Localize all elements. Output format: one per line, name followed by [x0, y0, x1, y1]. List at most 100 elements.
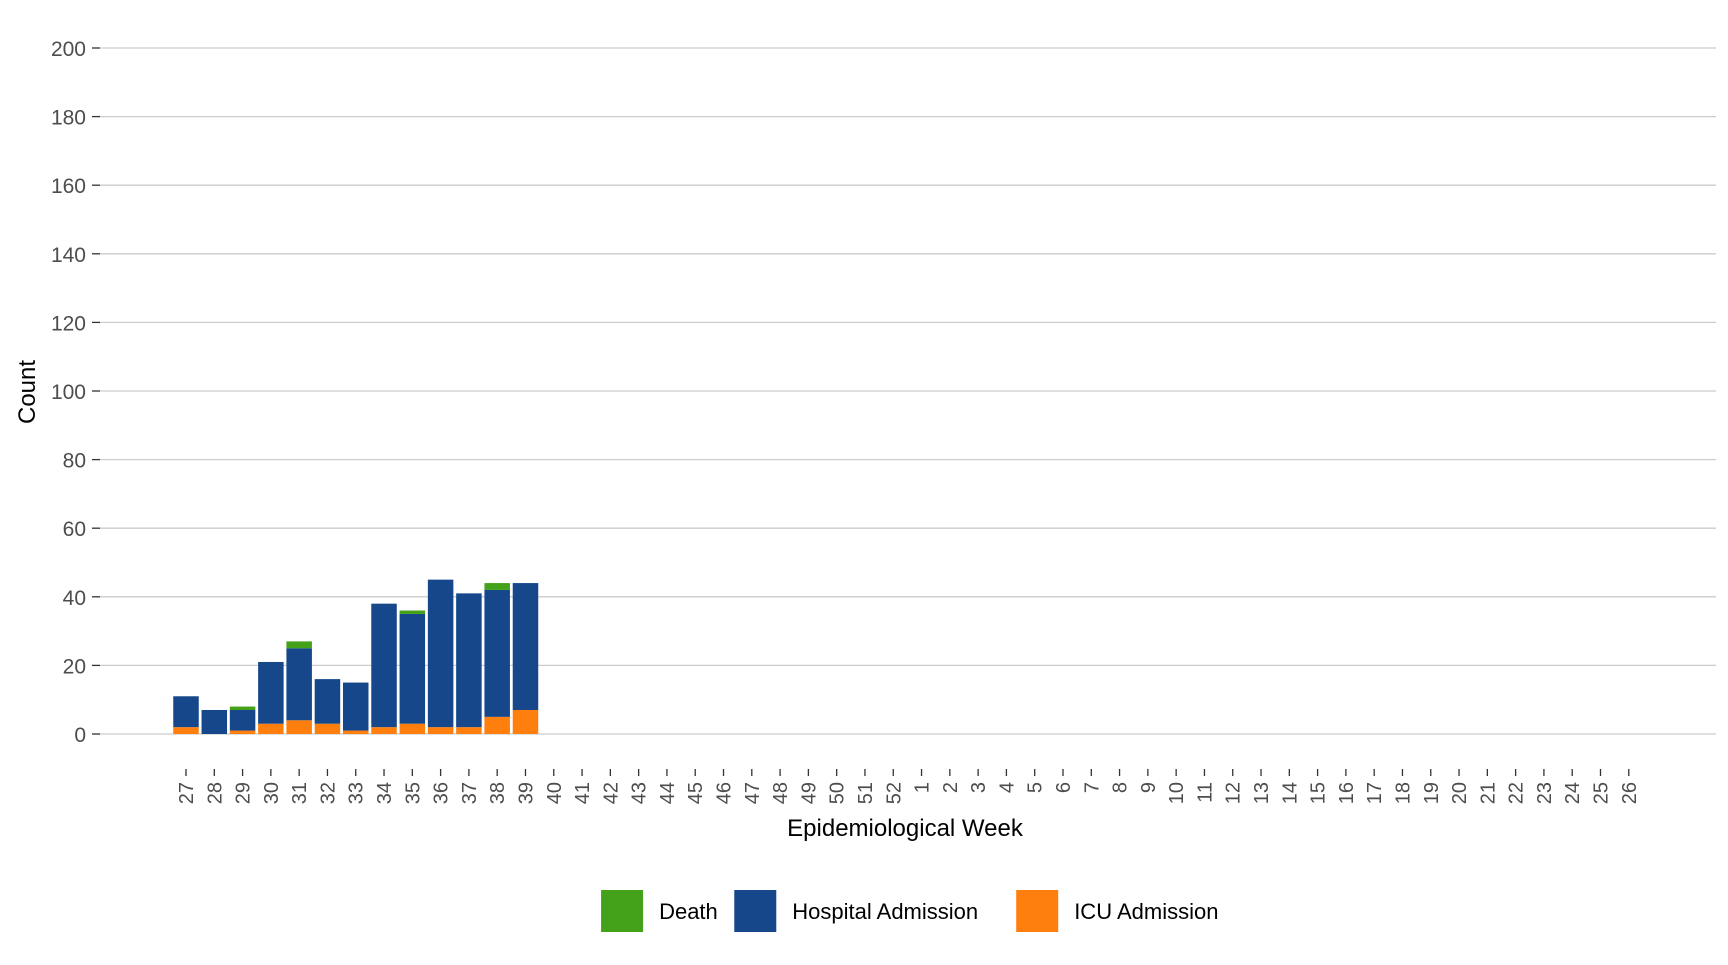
x-tick-label: 7 [1081, 782, 1103, 793]
y-tick-label: 140 [51, 244, 86, 267]
x-tick-label: 26 [1619, 782, 1641, 804]
y-tick-label: 60 [63, 518, 86, 541]
x-tick-label: 12 [1223, 782, 1245, 804]
x-tick-label: 15 [1308, 782, 1330, 804]
x-tick-label: 10 [1166, 782, 1188, 804]
x-tick-label: 38 [487, 782, 509, 804]
x-tick-label: 42 [600, 782, 622, 804]
x-tick-label: 19 [1421, 782, 1443, 804]
bar-segment [286, 720, 312, 734]
y-tick-label: 80 [63, 450, 86, 473]
x-tick-label: 49 [798, 782, 820, 804]
x-tick-label: 43 [629, 782, 651, 804]
bar-segment [229, 709, 256, 731]
x-tick-label: 51 [855, 782, 877, 804]
y-axis-label: Count [14, 360, 41, 424]
x-tick-label: 46 [714, 782, 736, 804]
legend-item: Hospital Admission [734, 890, 978, 932]
bar-segment [371, 603, 397, 728]
legend-item: ICU Admission [1016, 890, 1218, 932]
y-tick-label: 40 [63, 587, 86, 610]
bar-segment [342, 730, 369, 734]
x-tick-label: 34 [374, 782, 396, 804]
bar-segment [314, 679, 341, 724]
bar-segment [399, 613, 426, 724]
x-tick-label: 16 [1336, 782, 1358, 804]
x-axis: 27 28 29 30 31 32 33 34 35 36 37 38 39 40 41 42 43 44 45 46… [176, 769, 1641, 804]
x-tick-label: 48 [770, 782, 792, 804]
x-axis-label: Epidemiological Week [787, 815, 1024, 842]
bar-segment [484, 716, 510, 734]
bar-segment [427, 579, 454, 728]
bar-segment [456, 593, 482, 728]
x-tick-label: 3 [968, 782, 990, 793]
y-tick-label: 180 [51, 107, 86, 130]
bar-segment [286, 648, 312, 721]
x-tick-label: 44 [657, 782, 679, 804]
x-tick-label: 52 [883, 782, 905, 804]
x-tick-label: 21 [1477, 782, 1499, 804]
legend-key [734, 890, 777, 932]
bar-segment [427, 727, 454, 734]
x-tick-label: 25 [1591, 782, 1613, 804]
x-tick-label: 14 [1279, 782, 1301, 804]
y-axis: 0 20 40 60 80 100 120 140 160 180 200 [51, 38, 100, 747]
bar-segment [371, 727, 397, 734]
bar-segment [258, 723, 284, 734]
bar-segment [512, 709, 539, 734]
x-tick-label: 18 [1392, 782, 1414, 804]
x-tick-label: 35 [402, 782, 424, 804]
x-tick-label: 40 [544, 782, 566, 804]
y-tick-label: 160 [51, 175, 86, 198]
x-tick-label: 22 [1506, 782, 1528, 804]
x-tick-label: 4 [996, 782, 1018, 793]
x-tick-label: 13 [1251, 782, 1273, 804]
x-tick-label: 5 [1025, 782, 1047, 793]
legend-label: Death [659, 899, 718, 924]
x-tick-label: 20 [1449, 782, 1471, 804]
bar-segment [314, 723, 341, 734]
y-tick-label: 200 [51, 38, 86, 61]
bar-segment [286, 641, 312, 649]
bar-segment [342, 682, 369, 731]
x-tick-label: 31 [289, 782, 311, 804]
bar-segment [399, 723, 426, 734]
legend-label: Hospital Admission [792, 899, 978, 924]
x-tick-label: 32 [317, 782, 339, 804]
bar-segment [512, 583, 539, 710]
x-tick-label: 33 [346, 782, 368, 804]
bar-segment [456, 727, 482, 734]
x-tick-label: 37 [459, 782, 481, 804]
x-tick-label: 23 [1534, 782, 1556, 804]
x-tick-label: 30 [261, 782, 283, 804]
bars [173, 579, 539, 734]
bar-segment [229, 730, 256, 734]
legend-label: ICU Admission [1074, 899, 1218, 924]
gridlines [100, 47, 1716, 735]
x-tick-label: 9 [1138, 782, 1160, 793]
x-tick-label: 39 [515, 782, 537, 804]
y-tick-label: 100 [51, 381, 86, 404]
x-tick-label: 2 [940, 782, 962, 793]
x-tick-label: 6 [1053, 782, 1075, 793]
x-tick-label: 36 [431, 782, 453, 804]
y-tick-label: 120 [51, 312, 86, 335]
y-tick-label: 0 [74, 724, 86, 747]
x-tick-label: 45 [685, 782, 707, 804]
bar-segment [173, 696, 199, 728]
x-tick-label: 8 [1110, 782, 1132, 793]
legend-item: Death [601, 890, 718, 932]
x-tick-label: 47 [742, 782, 764, 804]
x-tick-label: 11 [1194, 782, 1216, 803]
legend-key [1016, 890, 1059, 932]
x-tick-label: 27 [176, 782, 198, 804]
x-tick-label: 50 [827, 782, 849, 804]
y-tick-label: 20 [63, 655, 86, 678]
x-tick-label: 28 [204, 782, 226, 804]
bar-segment [484, 589, 510, 717]
x-tick-label: 29 [233, 782, 255, 804]
bar-segment [399, 610, 426, 614]
bar-segment [173, 727, 199, 734]
